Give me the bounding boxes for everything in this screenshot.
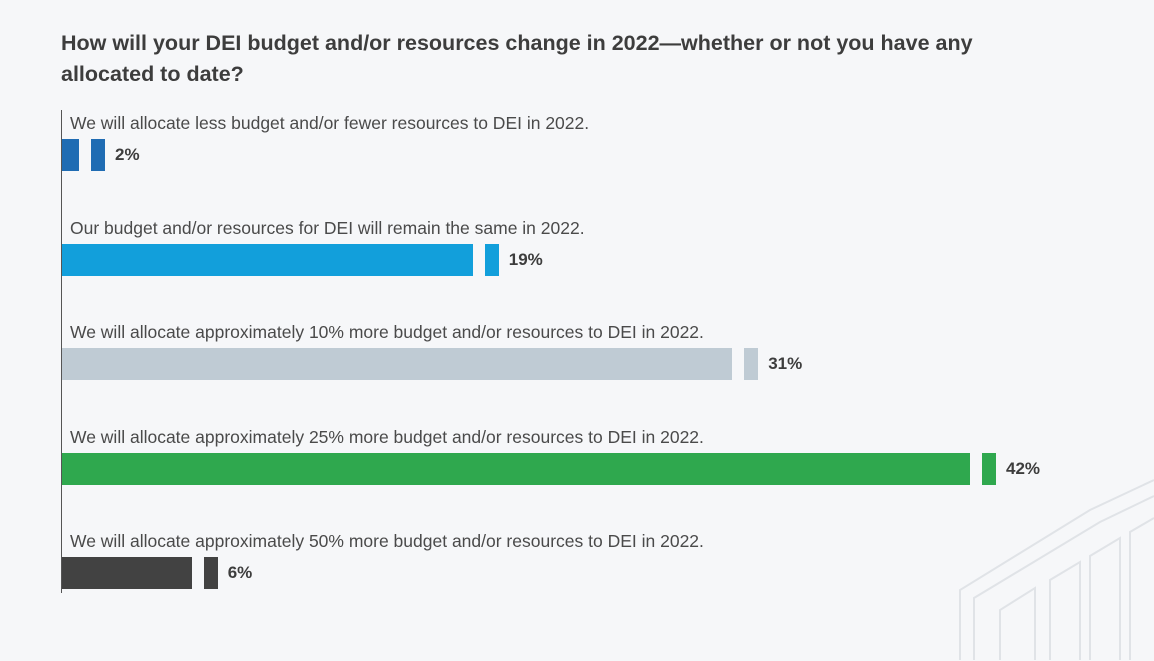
category-label: We will allocate approximately 25% more … <box>70 426 704 447</box>
data-label: 19% <box>508 249 543 269</box>
data-label: 42% <box>1006 458 1041 478</box>
category-label: Our budget and/or resources for DEI will… <box>70 217 585 238</box>
bar <box>62 452 970 485</box>
data-label: 31% <box>768 354 803 373</box>
bar <box>62 557 192 589</box>
category-label: We will allocate approximately 10% more … <box>70 322 704 342</box>
bar-end-marker <box>982 452 996 485</box>
bar-end-marker <box>484 243 499 276</box>
bar-end-marker <box>203 557 218 589</box>
bar-end-marker <box>91 139 105 171</box>
category-label: We will allocate less budget and/or fewe… <box>70 113 590 133</box>
bar-end-marker <box>744 348 759 380</box>
data-label: 2% <box>115 145 140 164</box>
y-axis-line <box>61 110 62 593</box>
bar <box>62 139 79 171</box>
watermark-logo-icon <box>959 479 1154 660</box>
bar <box>62 243 473 276</box>
category-label: We will allocate approximately 50% more … <box>70 531 704 551</box>
data-label: 6% <box>227 563 253 582</box>
chart-title: How will your DEI budget and/or resource… <box>61 31 973 86</box>
bar <box>62 348 733 380</box>
